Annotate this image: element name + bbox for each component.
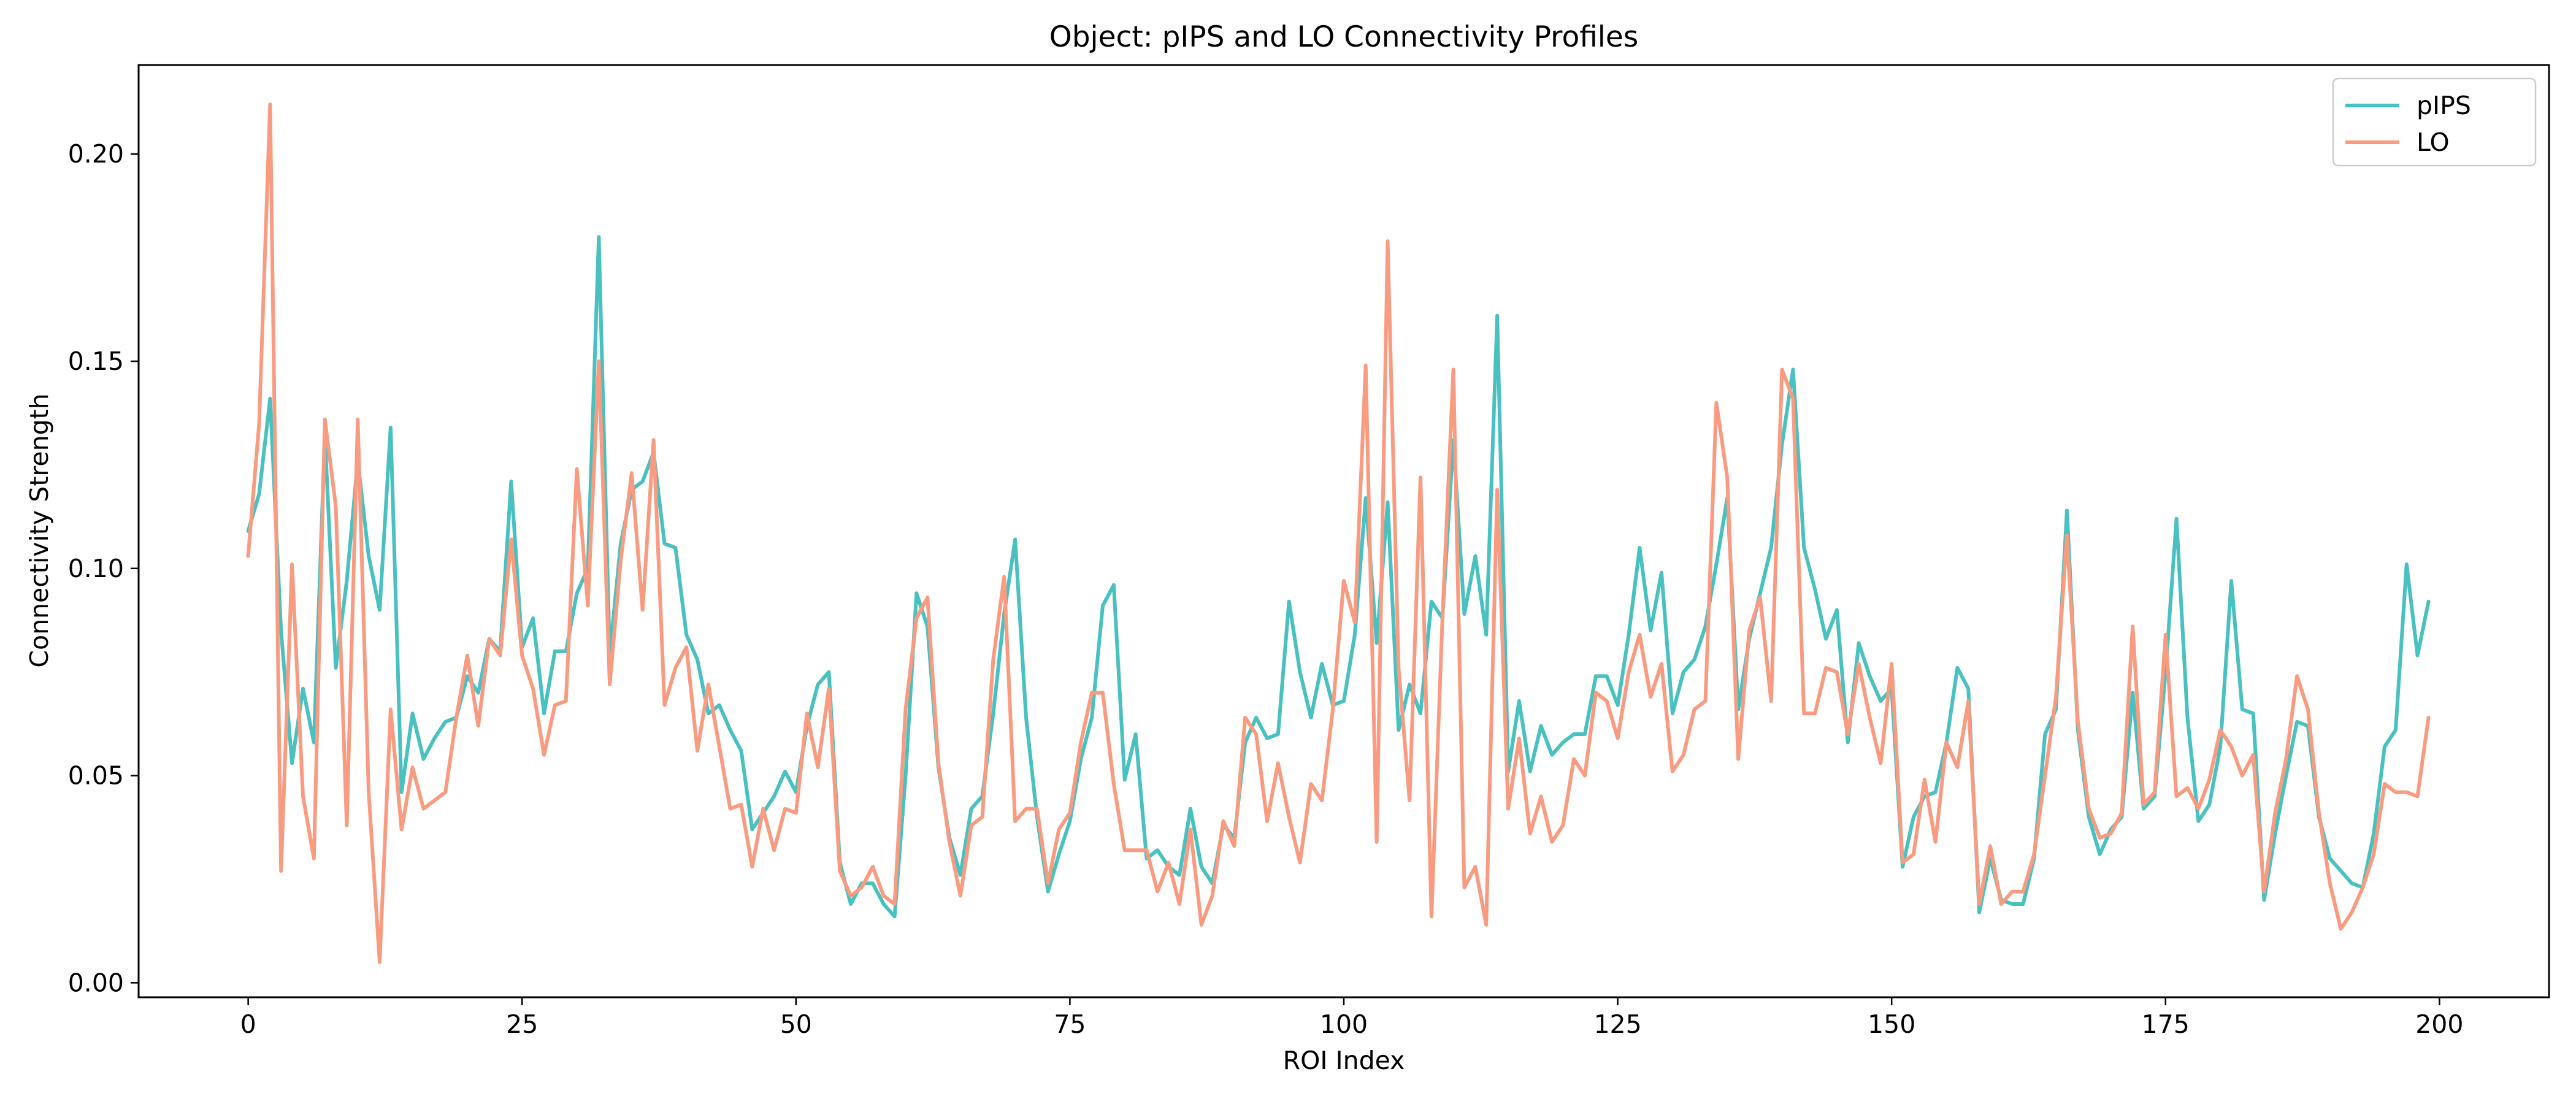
x-tick-label: 50 [780, 1010, 812, 1039]
y-tick-label: 0.05 [68, 761, 124, 791]
x-tick-label: 0 [240, 1010, 256, 1039]
legend-label-pips: pIPS [2417, 91, 2471, 120]
x-tick-label: 25 [506, 1010, 538, 1039]
y-tick-label: 0.20 [68, 139, 124, 169]
y-tick-label: 0.00 [68, 968, 124, 997]
y-axis-label: Connectivity Strength [25, 393, 54, 667]
y-tick-label: 0.15 [68, 347, 124, 376]
x-tick-label: 100 [1320, 1010, 1368, 1039]
x-tick-label: 75 [1054, 1010, 1086, 1039]
x-tick-label: 200 [2415, 1010, 2463, 1039]
y-tick-label: 0.10 [68, 554, 124, 583]
x-tick-label: 175 [2142, 1010, 2190, 1039]
legend: pIPS LO [2332, 77, 2537, 167]
x-axis-label: ROI Index [1283, 1046, 1405, 1075]
series-line-lo [246, 102, 2431, 964]
x-tick-label: 125 [1593, 1010, 1641, 1039]
plot-frame [137, 64, 2550, 999]
legend-label-lo: LO [2417, 128, 2450, 157]
x-tick-label: 150 [1868, 1010, 1915, 1039]
series-layer [246, 102, 2431, 964]
chart-title: Object: pIPS and LO Connectivity Profile… [1049, 20, 1639, 54]
axis-ticks: 0 25 50 75 100 125 150 175 200 0.00 0.05 0.10 0.15 0.… [68, 139, 2464, 1039]
